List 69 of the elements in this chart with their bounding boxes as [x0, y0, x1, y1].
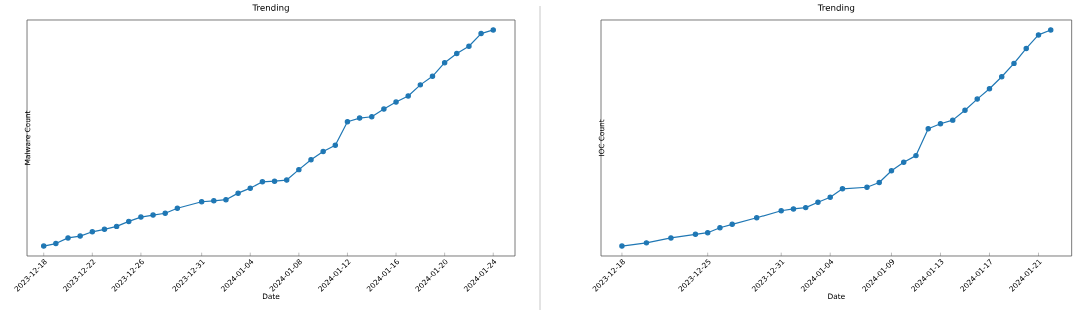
- point: [150, 212, 156, 218]
- point: [417, 82, 424, 88]
- point: [101, 226, 108, 233]
- chart-title: Trending: [817, 4, 855, 13]
- point: [888, 168, 895, 174]
- point: [753, 215, 760, 221]
- point: [1023, 45, 1029, 52]
- point: [40, 243, 47, 249]
- point: [138, 214, 144, 220]
- point: [271, 178, 278, 184]
- point: [126, 218, 132, 225]
- point: [490, 27, 496, 33]
- point: [643, 240, 650, 246]
- point: [962, 107, 968, 113]
- point: [259, 179, 266, 185]
- point: [974, 96, 980, 102]
- point: [77, 233, 83, 239]
- point: [223, 196, 229, 203]
- point: [668, 235, 674, 241]
- point: [717, 225, 723, 231]
- point: [949, 117, 956, 123]
- point: [790, 206, 797, 212]
- point: [1035, 32, 1042, 38]
- point: [1011, 60, 1017, 67]
- point: [369, 114, 375, 120]
- point: [454, 50, 460, 57]
- point: [113, 223, 120, 230]
- point: [937, 121, 944, 127]
- point: [466, 43, 472, 49]
- point: [815, 199, 821, 205]
- point: [925, 125, 931, 132]
- point: [986, 85, 993, 92]
- point: [729, 221, 735, 228]
- point: [211, 198, 217, 204]
- point: [913, 152, 919, 159]
- point: [778, 208, 784, 214]
- point: [381, 106, 387, 112]
- point: [802, 204, 809, 211]
- point: [53, 240, 59, 247]
- point: [283, 177, 290, 183]
- point: [320, 148, 326, 155]
- point: [65, 235, 71, 241]
- point: [999, 73, 1005, 80]
- point: [356, 115, 363, 121]
- point: [247, 185, 253, 191]
- point: [692, 231, 699, 238]
- point: [441, 59, 448, 66]
- point: [478, 30, 484, 37]
- point: [296, 166, 302, 173]
- point: [864, 184, 870, 190]
- point: [619, 243, 625, 249]
- point: [332, 142, 339, 148]
- point: [344, 118, 351, 125]
- point: [1048, 27, 1054, 33]
- point: [308, 156, 314, 163]
- point: [839, 186, 846, 192]
- point: [704, 229, 711, 236]
- point: [827, 194, 833, 200]
- point: [162, 210, 168, 216]
- point: [900, 159, 907, 165]
- point: [89, 229, 96, 235]
- chart-title: Trending: [252, 4, 289, 13]
- point: [235, 190, 241, 196]
- point: [876, 179, 882, 186]
- point: [198, 199, 205, 205]
- point: [393, 99, 399, 105]
- point: [174, 205, 181, 212]
- point: [429, 73, 436, 80]
- point: [405, 93, 411, 99]
